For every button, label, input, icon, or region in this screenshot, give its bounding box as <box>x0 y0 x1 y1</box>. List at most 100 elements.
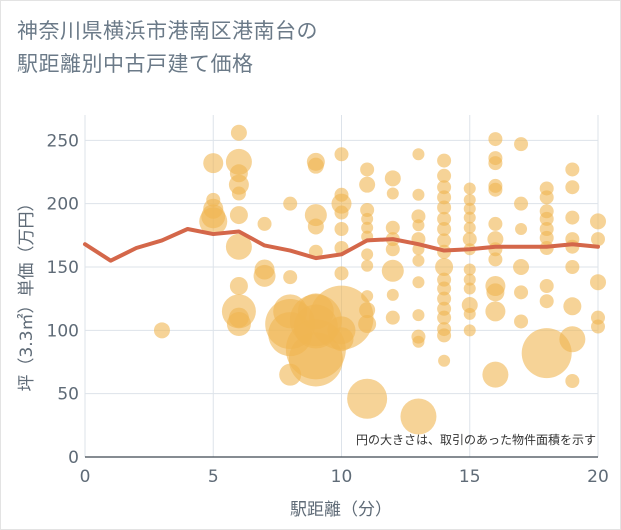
bubble-point <box>514 285 529 300</box>
bubble-point <box>361 212 374 225</box>
bubble-point <box>386 288 399 301</box>
bubble-point <box>386 187 399 200</box>
bubble-point <box>514 196 529 211</box>
bubble-point <box>226 312 251 336</box>
bubble-point <box>488 156 503 171</box>
bubble-point <box>199 207 228 236</box>
bubble-point <box>437 233 452 248</box>
bubble-point <box>565 239 580 254</box>
bubble-point <box>385 310 400 325</box>
bubble-point <box>591 232 605 247</box>
bubble-point <box>539 279 554 293</box>
bubble-point <box>385 220 400 235</box>
bubble-point <box>359 176 376 193</box>
bubble-point <box>437 153 452 168</box>
bubble-point <box>486 283 505 302</box>
bubble-point <box>437 281 452 296</box>
chart-title-line-1: 神奈川県横浜市港南区港南台の <box>17 19 318 43</box>
bubble-point <box>463 273 476 286</box>
bubble-point <box>253 264 276 287</box>
bubble-point <box>229 277 248 295</box>
bubble-point <box>463 307 476 320</box>
bubble-point <box>539 230 554 245</box>
bubble-point <box>361 290 374 303</box>
bubble-point <box>347 378 388 419</box>
bubble-point <box>565 260 580 274</box>
bubble-point <box>463 182 476 195</box>
y-tick-label: 150 <box>47 258 79 278</box>
bubble-point <box>334 222 349 236</box>
bubble-point <box>521 328 572 379</box>
bubble-point <box>304 204 327 227</box>
bubble-point <box>485 301 506 322</box>
bubble-point <box>463 211 476 224</box>
bubble-point <box>437 328 452 343</box>
bubble-point <box>334 147 349 162</box>
bubble-point <box>565 210 580 225</box>
bubble-point <box>437 211 452 226</box>
bubble-point <box>559 326 586 353</box>
y-tick-label: 200 <box>47 195 79 215</box>
bubble-point <box>358 315 377 333</box>
bubble-point <box>412 188 425 201</box>
y-tick-label: 100 <box>47 321 79 341</box>
bubble-point <box>412 148 425 161</box>
bubble-point <box>463 282 476 295</box>
bubble-point <box>283 270 298 285</box>
bubble-point <box>563 297 582 316</box>
average-line-layer <box>83 227 600 263</box>
bubble-point <box>385 242 400 257</box>
bubble-point <box>565 374 580 388</box>
bubble-point <box>384 170 401 187</box>
bubble-point <box>153 322 170 339</box>
bubble-point <box>461 297 478 313</box>
bubble-point <box>438 354 451 367</box>
bubble-point <box>412 219 425 232</box>
bubble-size-note: 円の大きさは、取引のあった物件面積を示す <box>356 432 596 447</box>
bubble-point <box>360 162 375 177</box>
bubble-point <box>437 200 452 215</box>
bubble-point <box>360 203 375 217</box>
bubble-point <box>565 162 580 177</box>
bubble-point <box>437 190 452 205</box>
bubble-point <box>488 252 503 267</box>
bubble-point <box>412 276 425 289</box>
bubble-point <box>591 319 605 334</box>
bubble-point <box>590 274 606 291</box>
bubble-point <box>435 258 454 276</box>
y-tick-label: 0 <box>68 448 79 468</box>
chart-title: 神奈川県横浜市港南区港南台の 駅距離別中古戸建て価格 <box>17 15 318 81</box>
bubble-point <box>515 223 528 235</box>
bubble-point <box>412 335 425 348</box>
bubble-point <box>565 180 580 195</box>
bubble-point <box>231 186 246 201</box>
bubble-point <box>329 327 354 352</box>
bubble-point <box>463 263 476 276</box>
bubble-point <box>539 211 554 226</box>
bubble-point <box>514 314 529 329</box>
bubble-point <box>514 137 529 152</box>
bubble-point <box>437 168 452 183</box>
bubble-point <box>513 259 530 275</box>
bubble-point <box>412 254 425 267</box>
bubble-point <box>307 157 324 174</box>
bubble-point <box>463 202 476 215</box>
bubble-point <box>307 218 324 235</box>
bubble-point <box>361 259 374 272</box>
bubble-point <box>488 216 503 231</box>
bubble-point <box>229 206 248 225</box>
y-tick-label: 50 <box>57 385 79 405</box>
y-axis-title: 坪（3.3㎡）単価（万円） <box>17 194 37 391</box>
bubble-point <box>225 233 252 260</box>
bubble-point <box>359 302 376 319</box>
bubble-point <box>463 324 476 337</box>
bubble-point <box>411 209 426 224</box>
bubble-point <box>590 213 606 230</box>
bubble-layer <box>153 124 606 435</box>
bubble-point <box>412 309 425 322</box>
bubble-point <box>361 221 374 234</box>
bubble-point <box>463 193 476 206</box>
bubble-point <box>539 190 554 205</box>
